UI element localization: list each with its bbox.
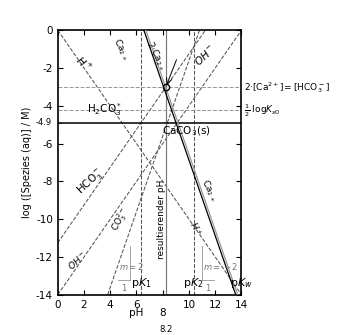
Text: $m = -2$: $m = -2$ xyxy=(203,261,238,272)
Text: HCO$_3^-$: HCO$_3^-$ xyxy=(74,165,107,198)
Text: Ca$_{2+}$: Ca$_{2+}$ xyxy=(198,178,220,204)
Text: 2·[Ca$^{2+}$]= [HCO$_3^-$]: 2·[Ca$^{2+}$]= [HCO$_3^-$] xyxy=(244,80,330,95)
Y-axis label: log ([Spezies (aq)] / M): log ([Spezies (aq)] / M) xyxy=(22,107,32,218)
Text: 8: 8 xyxy=(160,308,166,318)
Text: 8.2: 8.2 xyxy=(159,325,172,334)
Text: OH$^-$: OH$^-$ xyxy=(66,249,89,272)
Text: 1: 1 xyxy=(205,284,211,293)
Text: H$^+$: H$^+$ xyxy=(74,54,95,75)
Text: p$K_w$: p$K_w$ xyxy=(230,275,253,289)
Text: OH$^-$: OH$^-$ xyxy=(191,42,218,68)
Text: $m = 2$: $m = 2$ xyxy=(119,261,144,272)
Text: resultierender pH: resultierender pH xyxy=(157,180,166,259)
Text: $\frac{1}{2}$ log$K_{s0}$: $\frac{1}{2}$ log$K_{s0}$ xyxy=(244,102,281,119)
Text: CO$_3^{2-}$: CO$_3^{2-}$ xyxy=(108,204,133,234)
Text: -4.9: -4.9 xyxy=(36,118,52,127)
Text: 2·Ca$_{2+}$: 2·Ca$_{2+}$ xyxy=(143,40,169,74)
Text: H$^+$: H$^+$ xyxy=(187,219,204,238)
Text: pH: pH xyxy=(129,308,144,318)
Text: p$K_1$: p$K_1$ xyxy=(131,275,152,289)
Text: 1: 1 xyxy=(121,284,127,293)
Text: p$K_2$: p$K_2$ xyxy=(183,275,204,289)
Text: Ca$_{2+}$: Ca$_{2+}$ xyxy=(110,36,132,62)
Text: CaCO$_3$(s): CaCO$_3$(s) xyxy=(162,124,211,138)
Text: H$_2$CO$_3^*$: H$_2$CO$_3^*$ xyxy=(87,101,122,118)
